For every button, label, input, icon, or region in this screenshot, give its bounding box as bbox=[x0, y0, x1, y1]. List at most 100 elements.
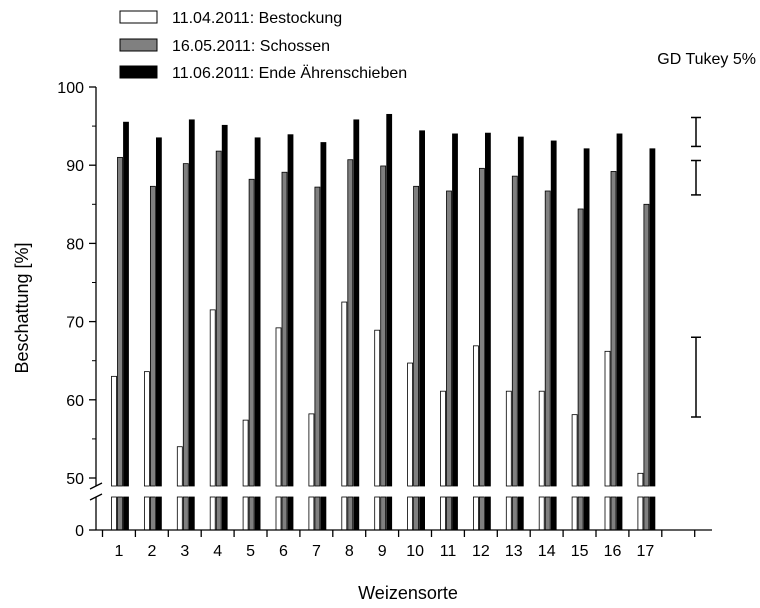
x-tick-label: 3 bbox=[180, 543, 189, 560]
bar bbox=[452, 133, 458, 487]
tukey-label: GD Tukey 5% bbox=[657, 51, 756, 68]
x-tick-labels: 1 2 3 4 5 6 7 8 9 10 11 12 13 14 15 16 17 bbox=[115, 543, 655, 560]
bar-lower bbox=[550, 496, 557, 531]
bar-lower bbox=[544, 496, 551, 531]
bar-lower bbox=[242, 496, 249, 531]
bar bbox=[347, 159, 354, 487]
bar-lower bbox=[517, 496, 524, 531]
bar bbox=[571, 414, 578, 487]
bar-lower bbox=[505, 496, 512, 531]
bar-lower bbox=[209, 496, 216, 531]
bar bbox=[407, 362, 414, 487]
bar bbox=[517, 136, 524, 487]
bar-lower bbox=[583, 496, 590, 531]
bar bbox=[637, 472, 644, 487]
bar-lower bbox=[215, 496, 222, 531]
bar-lower bbox=[155, 496, 162, 531]
bar bbox=[374, 329, 381, 487]
bar bbox=[538, 390, 545, 487]
bar bbox=[281, 171, 288, 487]
bar-lower bbox=[637, 496, 644, 531]
bar bbox=[419, 130, 426, 487]
bar-lower bbox=[347, 496, 354, 531]
x-tick-label: 8 bbox=[345, 543, 354, 560]
axis-break-mark bbox=[89, 493, 103, 501]
bar bbox=[242, 419, 249, 487]
bar-lower bbox=[478, 496, 485, 531]
bar-lower bbox=[182, 496, 189, 531]
bar-lower bbox=[380, 496, 387, 531]
bar-lower bbox=[610, 496, 617, 531]
axes bbox=[89, 86, 712, 537]
bar-lower bbox=[281, 496, 288, 531]
y-tick-label: 90 bbox=[66, 158, 84, 175]
bar bbox=[616, 133, 623, 487]
bar bbox=[353, 119, 360, 487]
bar bbox=[314, 186, 321, 487]
bar-lower bbox=[577, 496, 584, 531]
bar bbox=[221, 124, 228, 487]
bar-lower bbox=[538, 496, 545, 531]
x-tick-label: 4 bbox=[213, 543, 222, 560]
x-tick-label: 15 bbox=[571, 543, 589, 560]
bar-lower bbox=[248, 496, 255, 531]
bar bbox=[583, 148, 590, 487]
bar-lower bbox=[419, 496, 426, 531]
y-tick-label: 80 bbox=[66, 236, 84, 253]
bar-lower bbox=[407, 496, 414, 531]
bar bbox=[215, 150, 222, 487]
x-tick-label: 6 bbox=[279, 543, 288, 560]
bar-lower bbox=[616, 496, 623, 531]
legend-swatch bbox=[119, 65, 158, 79]
bar-lower bbox=[320, 496, 327, 531]
legend-swatch bbox=[119, 10, 158, 24]
bar bbox=[320, 142, 327, 487]
bar-lower bbox=[643, 496, 650, 531]
bar bbox=[386, 113, 393, 487]
bar-lower bbox=[604, 496, 611, 531]
x-tick-label: 5 bbox=[246, 543, 255, 560]
bar bbox=[308, 413, 315, 487]
bar-lower bbox=[472, 496, 479, 531]
bar bbox=[111, 375, 117, 487]
axis-break-mark bbox=[89, 482, 103, 490]
bar bbox=[511, 175, 518, 487]
bar-lower bbox=[254, 496, 261, 531]
bar bbox=[341, 301, 348, 487]
x-tick-label: 12 bbox=[472, 543, 490, 560]
bar-lower bbox=[353, 496, 360, 531]
bar-lower bbox=[287, 496, 294, 531]
bar-lower bbox=[649, 496, 656, 531]
bar-lower bbox=[413, 496, 420, 531]
bar bbox=[643, 203, 650, 487]
bar-lower bbox=[440, 496, 446, 531]
bar-lower bbox=[374, 496, 381, 531]
bar bbox=[484, 132, 491, 487]
y-tick-label: 100 bbox=[57, 80, 84, 97]
x-tick-label: 16 bbox=[604, 543, 622, 560]
bars bbox=[111, 113, 656, 531]
y-tick-label: 60 bbox=[66, 393, 84, 410]
bar bbox=[143, 371, 150, 487]
x-tick-label: 9 bbox=[378, 543, 387, 560]
bar bbox=[472, 345, 479, 487]
y-axis-label: Beschattung [%] bbox=[12, 242, 32, 373]
bar bbox=[478, 167, 485, 487]
bar-lower bbox=[123, 496, 129, 531]
bar bbox=[123, 121, 129, 487]
bar bbox=[149, 185, 156, 487]
legend-label: 16.05.2011: Schossen bbox=[172, 38, 330, 55]
bar bbox=[275, 327, 282, 487]
x-tick-label: 7 bbox=[312, 543, 321, 560]
bar bbox=[413, 185, 420, 487]
legend-label: 11.06.2011: Ende Ährenschieben bbox=[172, 64, 407, 82]
bar-lower bbox=[111, 496, 117, 531]
x-tick-label: 14 bbox=[538, 543, 556, 560]
bar-lower bbox=[314, 496, 321, 531]
bar bbox=[155, 137, 162, 487]
x-tick-label: 2 bbox=[147, 543, 156, 560]
bar bbox=[380, 165, 387, 487]
bar bbox=[446, 190, 452, 487]
bar-lower bbox=[188, 496, 195, 531]
